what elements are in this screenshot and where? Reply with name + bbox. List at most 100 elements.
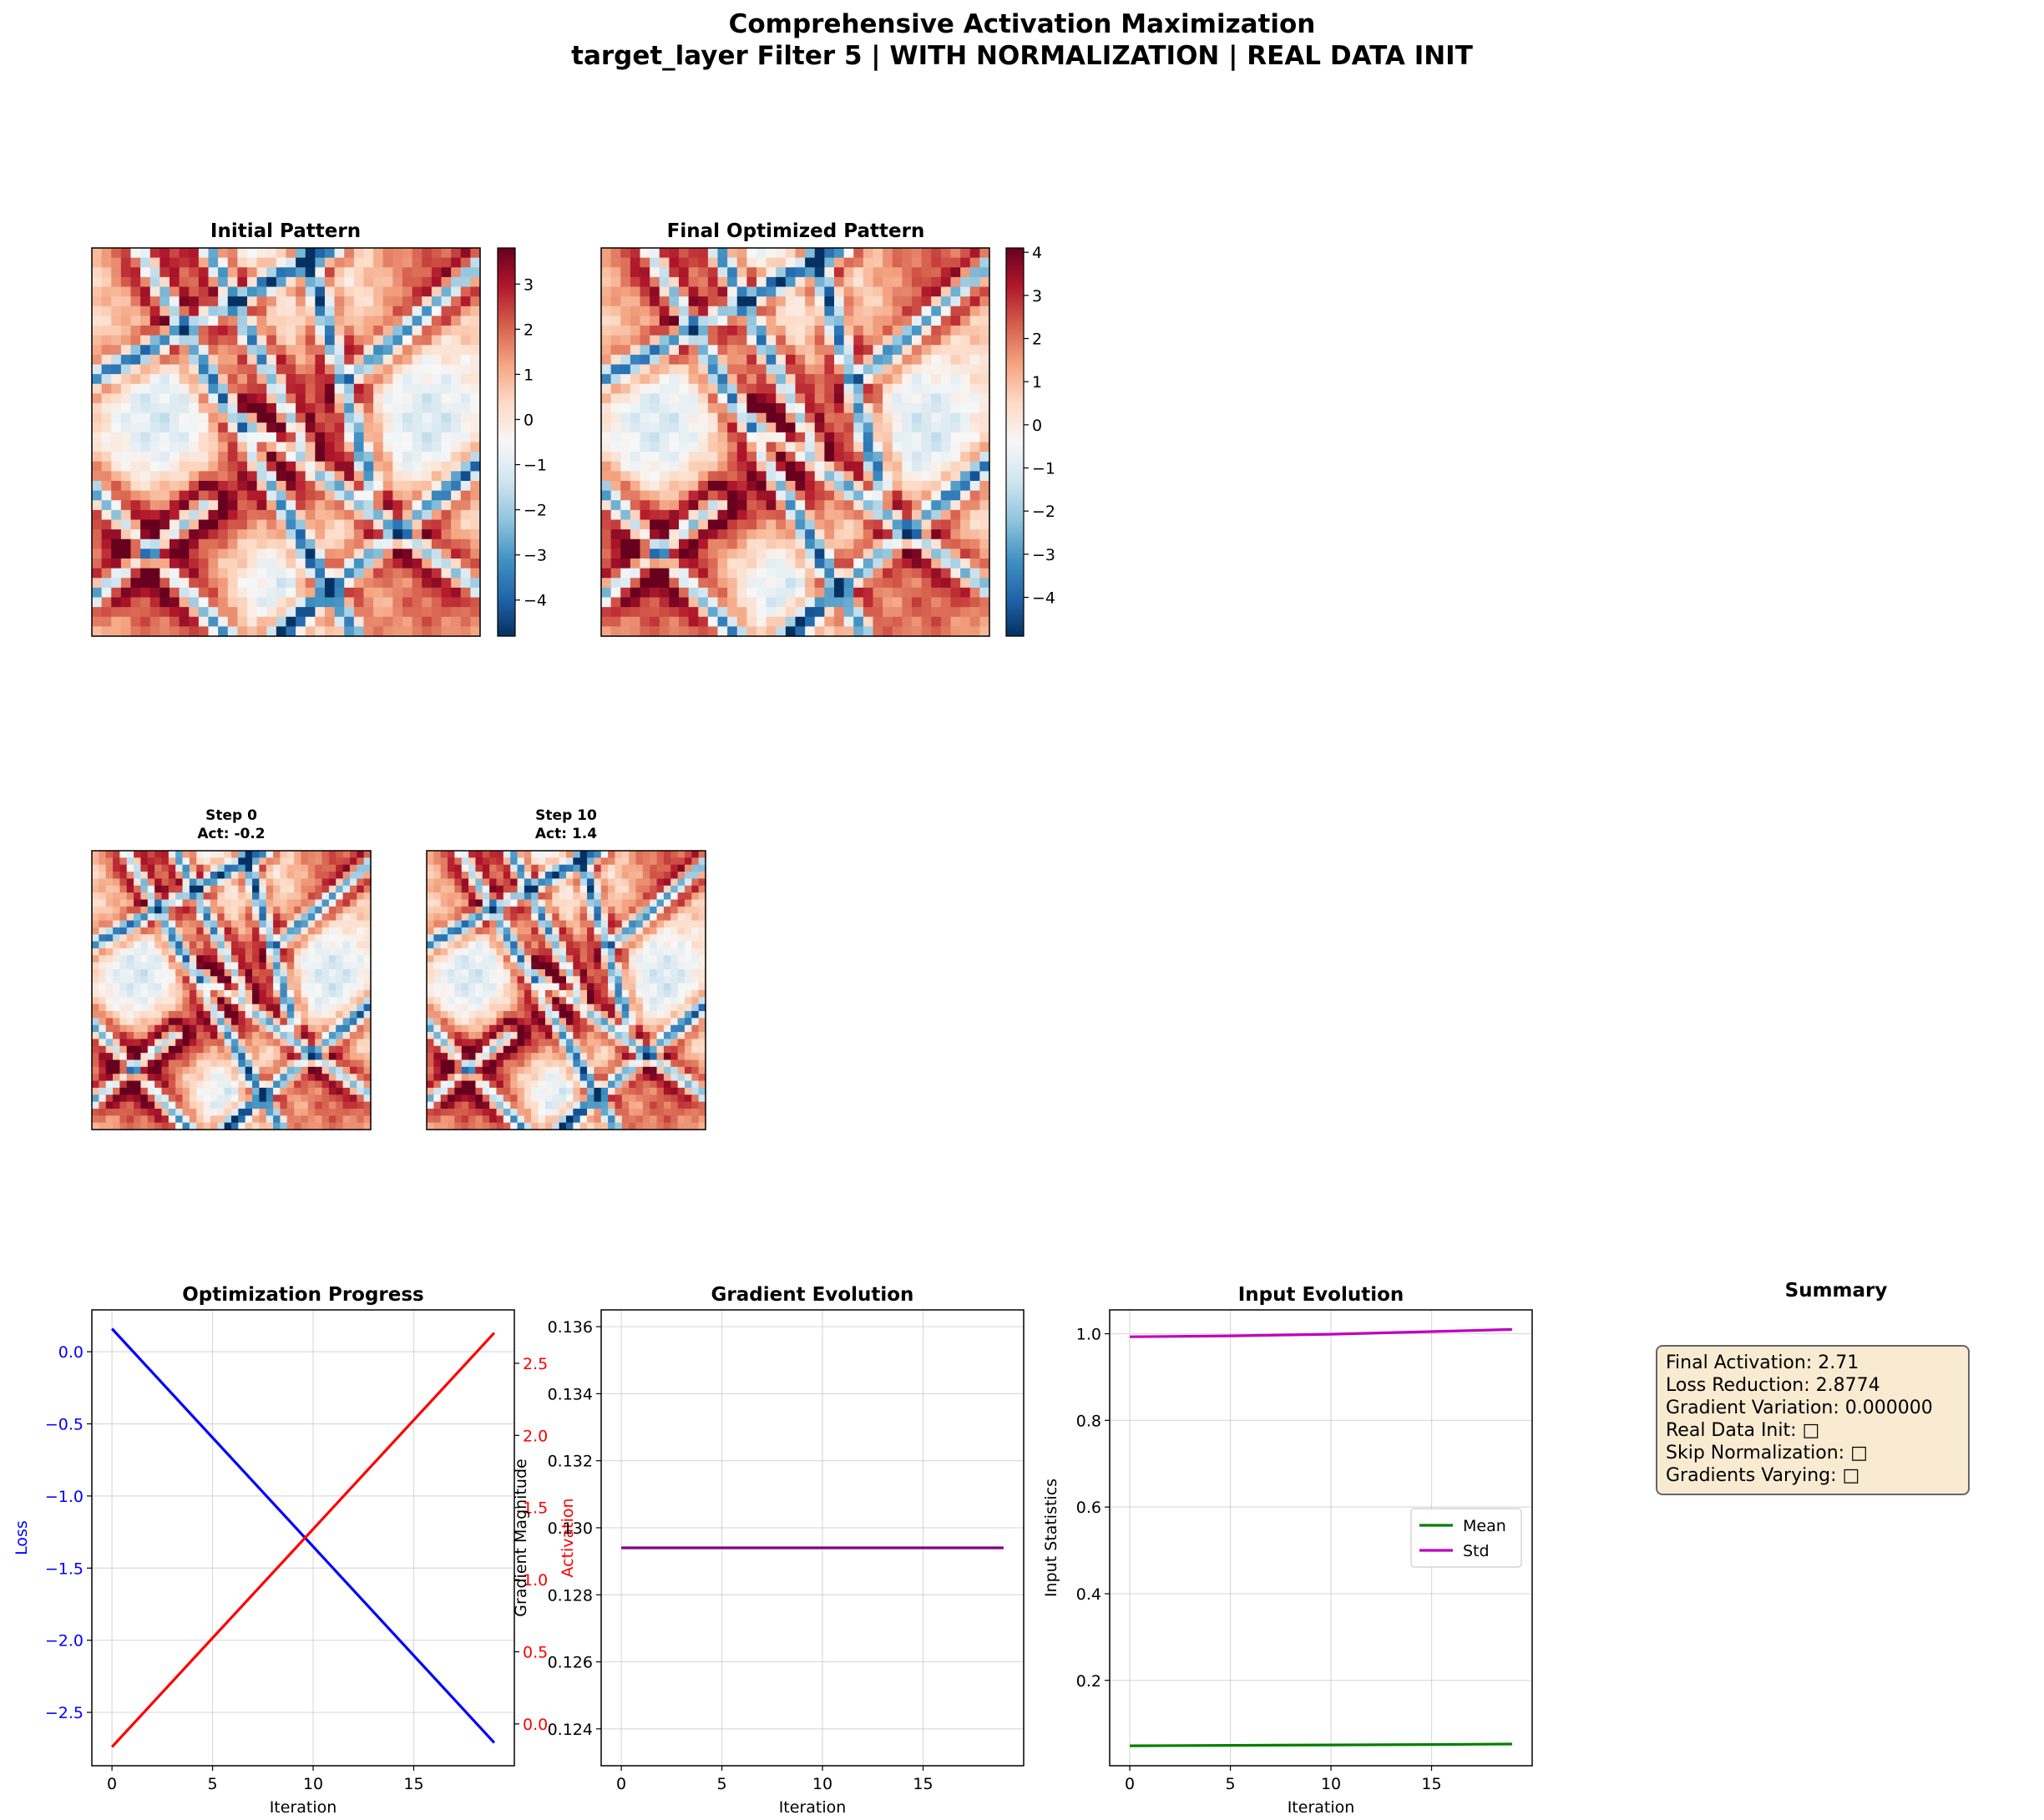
heatmap-cell bbox=[336, 997, 344, 1005]
heatmap-cell bbox=[814, 587, 825, 599]
heatmap-cell bbox=[470, 442, 481, 452]
heatmap-cell bbox=[315, 1101, 323, 1110]
heatmap-cell bbox=[305, 286, 316, 297]
heatmap-cell bbox=[101, 345, 112, 356]
heatmap-cell bbox=[321, 906, 330, 914]
heatmap-cell bbox=[305, 578, 316, 589]
heatmap-cell bbox=[224, 990, 232, 998]
heatmap-cell bbox=[208, 481, 219, 492]
heatmap-cell bbox=[795, 559, 806, 569]
heatmap-cell bbox=[266, 1032, 274, 1040]
heatmap-cell bbox=[601, 383, 612, 394]
heatmap-cell bbox=[189, 955, 197, 963]
heatmap-cell bbox=[237, 248, 248, 259]
heatmap-cell bbox=[99, 927, 107, 935]
heatmap-cell bbox=[349, 878, 357, 887]
heatmap-cell bbox=[140, 490, 151, 501]
heatmap-cell bbox=[307, 899, 316, 907]
heatmap-cell bbox=[119, 990, 128, 998]
heatmap-cell bbox=[227, 345, 238, 356]
heatmap-cell bbox=[179, 335, 190, 346]
heatmap-cell bbox=[441, 345, 452, 356]
heatmap-cell bbox=[305, 616, 316, 627]
heatmap-cell bbox=[717, 538, 728, 549]
heatmap-cell bbox=[640, 500, 650, 511]
heatmap-cell bbox=[814, 626, 825, 637]
heatmap-cell bbox=[902, 326, 913, 336]
heatmap-cell bbox=[92, 519, 103, 530]
heatmap-cell bbox=[863, 471, 874, 482]
heatmap-cell bbox=[161, 1039, 169, 1047]
heatmap-cell bbox=[902, 403, 913, 414]
heatmap-cell bbox=[691, 864, 700, 872]
heatmap-cell bbox=[431, 364, 443, 375]
heatmap-cell bbox=[224, 1108, 232, 1116]
heatmap-cell bbox=[296, 559, 306, 569]
heatmap-cell bbox=[717, 422, 728, 433]
heatmap-cell bbox=[126, 1080, 134, 1089]
heatmap-cell bbox=[470, 519, 481, 530]
heatmap-cell bbox=[853, 442, 864, 452]
heatmap-cell bbox=[814, 354, 825, 366]
heatmap-cell bbox=[99, 1004, 107, 1012]
heatmap-cell bbox=[99, 920, 107, 928]
heatmap-cell bbox=[902, 538, 913, 549]
heatmap-cell bbox=[140, 976, 149, 984]
heatmap-cell bbox=[422, 354, 433, 366]
heatmap-cell bbox=[168, 941, 176, 949]
heatmap-cell bbox=[105, 857, 114, 866]
heatmap-cell bbox=[266, 1004, 274, 1012]
heatmap-cell bbox=[238, 997, 246, 1005]
heatmap-cell bbox=[601, 538, 612, 549]
heatmap-cell bbox=[179, 568, 190, 579]
heatmap-cell bbox=[189, 1066, 197, 1074]
heatmap-cell bbox=[196, 976, 205, 984]
heatmap-cell bbox=[113, 851, 120, 858]
heatmap-cell bbox=[814, 374, 825, 385]
heatmap-cell bbox=[940, 509, 952, 521]
heatmap-cell bbox=[834, 461, 845, 472]
heatmap-cell bbox=[824, 364, 835, 375]
heatmap-cell bbox=[640, 316, 650, 326]
heatmap-cell bbox=[140, 934, 149, 943]
heatmap-cell bbox=[717, 403, 728, 414]
heatmap-cell bbox=[698, 500, 709, 511]
final-colorbar-tick-label: −2 bbox=[1032, 503, 1055, 521]
heatmap-cell bbox=[422, 403, 433, 414]
heatmap-cell bbox=[175, 990, 184, 998]
heatmap-cell bbox=[208, 509, 219, 521]
heatmap-cell bbox=[785, 452, 797, 463]
heatmap-cell bbox=[659, 442, 670, 452]
heatmap-cell bbox=[698, 578, 709, 589]
heatmap-cell bbox=[482, 851, 490, 858]
heatmap-cell bbox=[902, 452, 913, 463]
heatmap-cell bbox=[210, 1108, 218, 1116]
heatmap-cell bbox=[105, 872, 114, 879]
heatmap-cell bbox=[276, 626, 287, 637]
heatmap-cell bbox=[601, 616, 612, 627]
heatmap-cell bbox=[227, 432, 238, 443]
heatmap-cell bbox=[154, 864, 163, 872]
heatmap-cell bbox=[149, 345, 160, 356]
heatmap-cell bbox=[363, 948, 372, 956]
heatmap-cell bbox=[280, 1018, 288, 1026]
heatmap-cell bbox=[698, 432, 709, 443]
heatmap-cell bbox=[392, 597, 403, 608]
heatmap-cell bbox=[273, 955, 281, 963]
heatmap-cell bbox=[140, 326, 151, 336]
heatmap-cell bbox=[325, 549, 336, 559]
heatmap-cell bbox=[198, 519, 210, 530]
heatmap-cell bbox=[134, 1011, 142, 1019]
heatmap-cell bbox=[237, 257, 248, 268]
heatmap-cell bbox=[140, 403, 151, 414]
heatmap-cell bbox=[392, 616, 403, 627]
heatmap-cell bbox=[92, 1045, 99, 1054]
heatmap-cell bbox=[334, 578, 345, 589]
heatmap-cell bbox=[92, 461, 103, 472]
heatmap-cell bbox=[363, 267, 374, 278]
heatmap-cell bbox=[431, 432, 443, 443]
heatmap-cell bbox=[113, 1066, 120, 1074]
heatmap-cell bbox=[344, 248, 355, 259]
heatmap-cell bbox=[140, 578, 151, 589]
heatmap-cell bbox=[814, 316, 825, 326]
